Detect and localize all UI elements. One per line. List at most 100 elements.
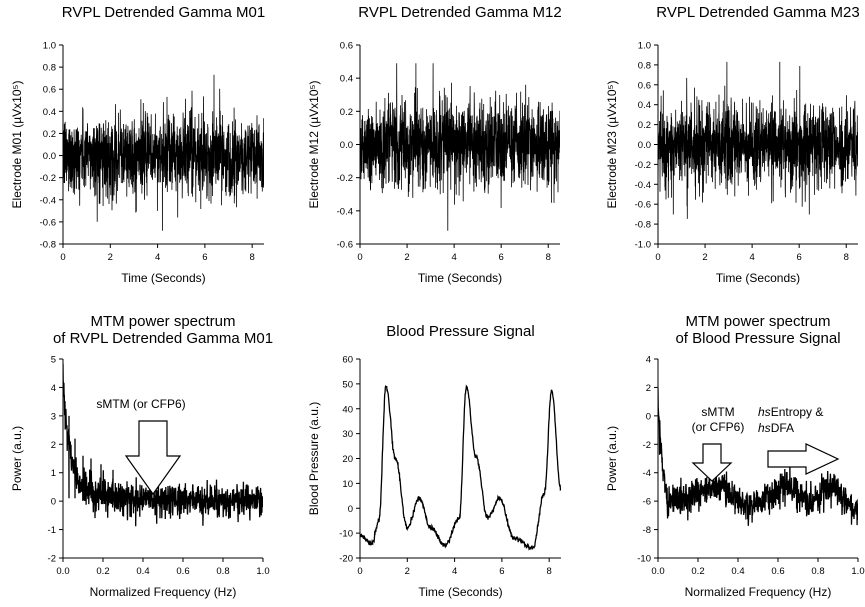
data-series-line [360,384,561,551]
x-axis-label: Time (Seconds) [716,271,800,285]
x-tick-label: 4 [451,252,456,263]
annotation-label: hsEntropy & [758,405,823,419]
x-tick-label: 4 [749,252,754,263]
y-tick-label: -0.4 [337,206,353,217]
y-tick-label: 50 [342,379,353,390]
y-tick-label: 0.2 [43,129,56,140]
chart-title: RVPL Detrended Gamma M01 [62,4,265,21]
x-tick-label: 4 [155,252,160,263]
annotation-arrow-right [767,443,840,475]
chart-panel-1: RVPL Detrended Gamma M01 -0.8 -0.6 -0.4 -0.2… [10,4,265,285]
y-tick-label: 0 [51,497,56,508]
x-tick-label: 2 [405,566,410,577]
x-tick-label: 0 [357,252,362,263]
y-tick-label: -0.6 [635,200,651,211]
chart-panel-5: Blood Pressure Signal-20-100102030405060… [307,323,561,599]
annotation-label-2: (or CFP6) [692,420,745,434]
y-tick-label: 4 [51,383,56,394]
chart-title: RVPL Detrended Gamma M23 [656,4,859,21]
annotation-arrow-down [691,443,733,482]
x-tick-label: 1.0 [256,566,269,577]
chart-panel-2: RVPL Detrended Gamma M12 -0.6 -0.4 -0.2 0.0 0… [307,4,562,285]
y-tick-label: -4 [643,468,651,479]
chart-subtitle: of Blood Pressure Signal [675,330,840,347]
chart-title: Blood Pressure Signal [386,323,534,340]
chart-title: MTM power spectrum [90,313,235,330]
y-tick-label: 0.2 [340,107,353,118]
x-tick-label: 0.8 [216,566,229,577]
y-tick-label: 0.0 [638,140,651,151]
y-tick-label: -0.2 [40,173,56,184]
data-series-line [63,74,264,231]
x-tick-label: 0.6 [176,566,189,577]
y-tick-label: 1.0 [43,41,56,52]
annotation-label-2: hsDFA [758,421,794,435]
x-tick-label: 8 [844,252,849,263]
x-tick-label: 6 [499,252,504,263]
annotation-arrow-down [124,420,182,496]
x-tick-label: 2 [702,252,707,263]
x-tick-label: 6 [797,252,802,263]
y-tick-label: 20 [342,454,353,465]
chart-subtitle: of RVPL Detrended Gamma M01 [53,330,273,347]
y-tick-label: 0.8 [43,63,56,74]
y-tick-label: 0.0 [43,151,56,162]
x-tick-label: 0.4 [136,566,149,577]
y-tick-label: 0.6 [638,80,651,91]
y-tick-label: 0 [646,411,651,422]
y-axis-label: Electrode M01 (µVx10⁵) [10,81,24,209]
y-tick-label: -2 [48,554,56,565]
y-tick-label: 0.4 [638,100,651,111]
y-tick-label: -0.2 [635,160,651,171]
y-tick-label: 0.6 [340,41,353,52]
y-axis-label: Electrode M12 (µVx10⁵) [307,81,321,209]
data-series-line [63,363,263,527]
x-tick-label: 8 [547,566,552,577]
x-axis-label: Normalized Frequency (Hz) [90,585,237,599]
x-tick-label: 6 [499,566,504,577]
y-tick-label: -1.0 [635,240,651,251]
y-axis-label: Blood Pressure (a.u.) [307,402,321,515]
y-tick-label: 60 [342,355,353,366]
x-tick-label: 0 [655,252,660,263]
y-tick-label: 0.4 [340,74,353,85]
y-tick-label: 1.0 [638,41,651,52]
y-tick-label: -0.4 [635,180,651,191]
y-tick-label: 0.6 [43,85,56,96]
y-tick-label: 0.4 [43,107,56,118]
y-axis-label: Electrode M23 (µVx10⁵) [605,81,619,209]
x-tick-label: 2 [404,252,409,263]
y-tick-label: 2 [51,440,56,451]
chart-title: RVPL Detrended Gamma M12 [358,4,561,21]
y-tick-label: -10 [637,554,651,565]
x-tick-label: 0 [357,566,362,577]
x-tick-label: 4 [452,566,457,577]
x-tick-label: 6 [202,252,207,263]
y-tick-label: 0 [348,504,353,515]
y-tick-label: -8 [643,525,651,536]
y-tick-label: -20 [339,554,353,565]
x-tick-label: 0.0 [651,566,664,577]
y-tick-label: 0.2 [638,120,651,131]
x-tick-label: 0.0 [56,566,69,577]
y-tick-label: -0.8 [40,240,56,251]
y-tick-label: 0.0 [340,140,353,151]
annotation-label: sMTM [701,405,734,419]
x-tick-label: 8 [546,252,551,263]
annotation-label: sMTM (or CFP6) [96,397,185,411]
y-tick-label: 5 [51,355,56,366]
y-tick-label: -0.4 [40,195,56,206]
y-tick-label: -2 [643,440,651,451]
y-tick-label: 3 [51,411,56,422]
x-axis-label: Normalized Frequency (Hz) [685,585,832,599]
data-series-line [360,63,560,231]
y-tick-label: 40 [342,404,353,415]
y-axis-label: Power (a.u.) [605,426,619,491]
y-tick-label: -6 [643,497,651,508]
y-tick-label: 2 [646,383,651,394]
x-tick-label: 0 [60,252,65,263]
x-tick-label: 0.6 [771,566,784,577]
y-axis-label: Power (a.u.) [10,426,24,491]
